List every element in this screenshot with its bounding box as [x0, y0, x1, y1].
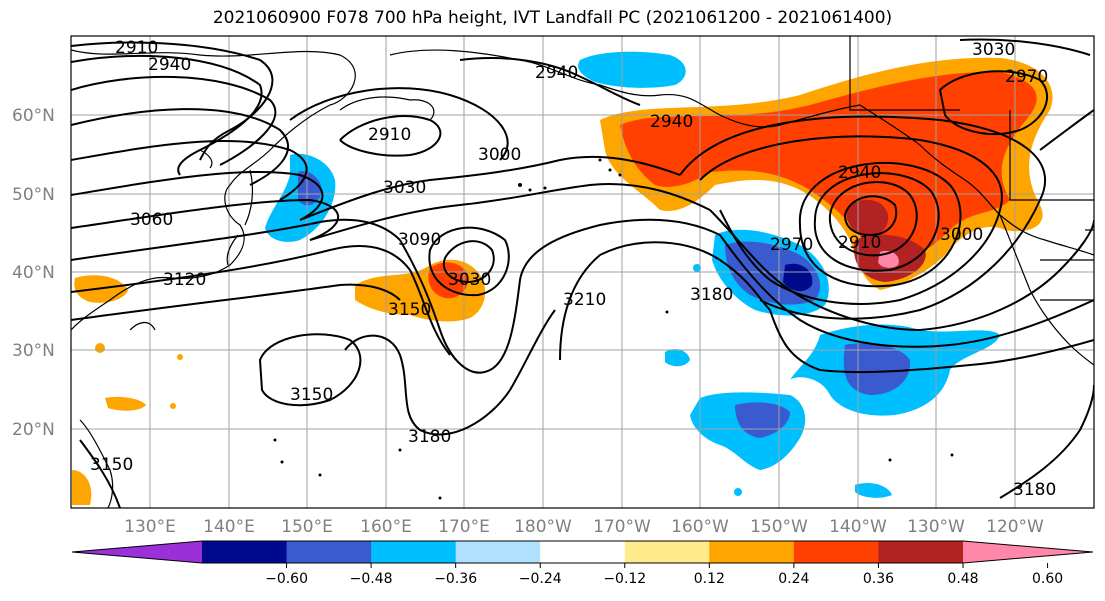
colorbar-tick-label: 0.12 [694, 571, 725, 587]
contour-label: 2940 [535, 63, 578, 83]
contour-label: 2910 [368, 125, 411, 145]
colorbar-segment [793, 541, 879, 563]
contour-label: 3210 [563, 290, 606, 310]
colorbar-tick-label: 0.60 [1032, 571, 1063, 587]
lat-label: 40°N [12, 263, 55, 283]
contour-label: 3030 [448, 270, 491, 290]
colorbar-tick-label: −0.36 [434, 571, 477, 587]
colorbar-outline [71, 540, 1094, 564]
contour-label: 2940 [650, 112, 693, 132]
colorbar-segment [878, 541, 964, 563]
longitude-labels: 130°E 140°E 150°E 160°E 170°E 180°W 170°… [124, 517, 1044, 537]
graticule [71, 36, 1094, 508]
contour-label: 2940 [838, 163, 881, 183]
colorbar-segment [455, 541, 541, 563]
colorbar-segment [371, 541, 457, 563]
contour-label: 3000 [940, 225, 983, 245]
height-contours [71, 38, 1094, 508]
small-islands [273, 158, 954, 500]
lon-label: 170°E [438, 517, 490, 537]
lat-label: 20°N [12, 420, 55, 440]
contour-label: 3180 [690, 285, 733, 305]
contour-label: 2910 [838, 233, 881, 253]
contour-label: 3180 [408, 427, 451, 447]
lat-label: 50°N [12, 185, 55, 205]
colorbar: −0.60 −0.48 −0.36 −0.24 −0.12 0.12 0.24 0.36 0.4… [71, 540, 1094, 587]
colorbar-segment [286, 541, 372, 563]
lon-label: 130°E [124, 517, 176, 537]
lon-label: 180°W [514, 517, 572, 537]
ivt-positive-shading [72, 57, 1053, 505]
map-title: 2021060900 F078 700 hPa height, IVT Land… [212, 8, 893, 28]
colorbar-tick-label: 0.36 [863, 571, 894, 587]
lon-label: 130°W [907, 517, 965, 537]
contour-label: 3090 [398, 230, 441, 250]
contour-label: 3180 [1013, 480, 1056, 500]
lat-label: 30°N [12, 341, 55, 361]
lon-label: 170°W [593, 517, 651, 537]
colorbar-tick-label: −0.60 [265, 571, 308, 587]
contour-label: 3150 [290, 385, 333, 405]
colorbar-tick-label: 0.24 [778, 571, 809, 587]
contour-label: 2970 [770, 235, 813, 255]
contour-label: 3150 [388, 300, 431, 320]
latitude-labels: 60°N 50°N 40°N 30°N 20°N [12, 106, 55, 440]
contour-label: 3060 [130, 210, 173, 230]
lon-label: 150°E [281, 517, 333, 537]
colorbar-segment [540, 541, 626, 563]
lon-label: 150°W [750, 517, 808, 537]
lon-label: 140°W [829, 517, 887, 537]
lon-label: 160°W [671, 517, 729, 537]
contour-label: 3030 [972, 40, 1015, 60]
colorbar-segment [202, 541, 288, 563]
colorbar-tick-label: −0.48 [350, 571, 393, 587]
colorbar-segment [709, 541, 795, 563]
colorbar-tick-label: −0.24 [519, 571, 562, 587]
lon-label: 160°E [360, 517, 412, 537]
contour-label: 2940 [148, 55, 191, 75]
colorbar-tick-label: 0.48 [947, 571, 978, 587]
contour-label: 3150 [90, 455, 133, 475]
lon-label: 120°W [986, 517, 1044, 537]
lon-label: 140°E [203, 517, 255, 537]
contour-label: 3000 [478, 145, 521, 165]
colorbar-tick-label: −0.12 [603, 571, 646, 587]
lat-label: 60°N [12, 106, 55, 126]
contour-label: 3120 [163, 270, 206, 290]
contour-label: 3030 [383, 178, 426, 198]
map-frame [70, 35, 1095, 509]
colorbar-extend-high [963, 541, 1093, 563]
contour-labels: 2910 2940 2940 2910 3000 3030 3060 3120 … [90, 38, 1056, 500]
colorbar-extend-low [72, 541, 202, 563]
contour-label: 2970 [1005, 67, 1048, 87]
colorbar-segment [624, 541, 710, 563]
contour-label: 2910 [115, 38, 158, 58]
